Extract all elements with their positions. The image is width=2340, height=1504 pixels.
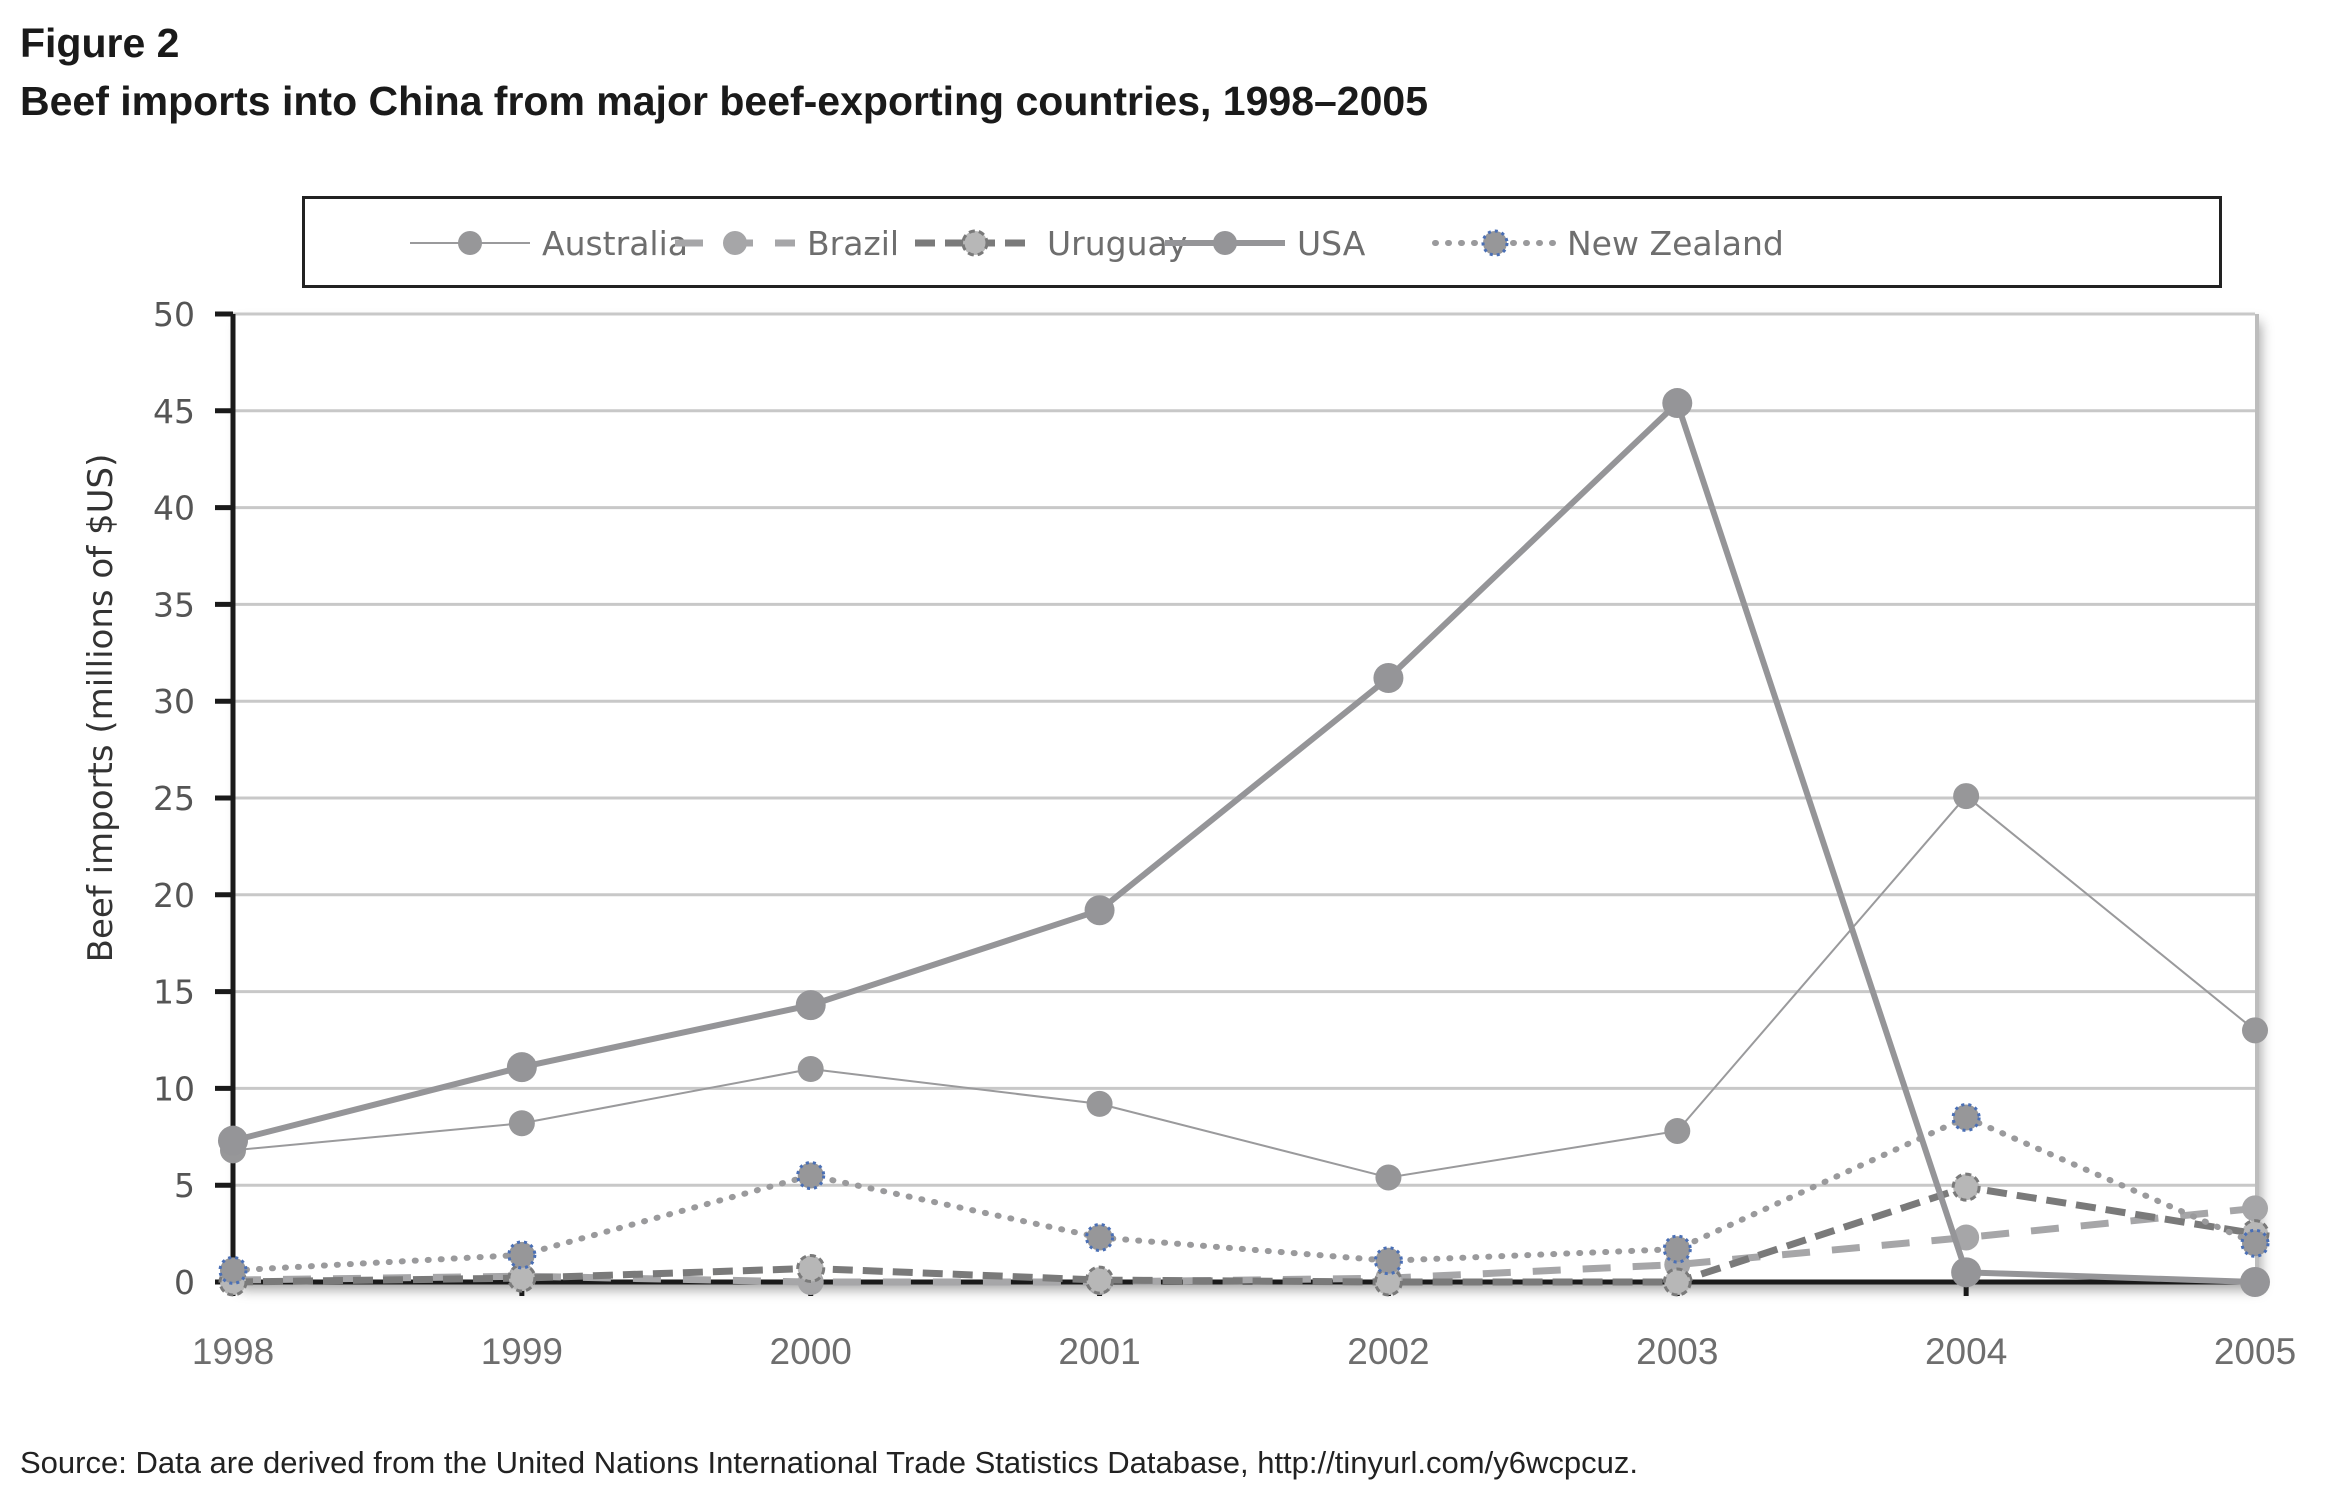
series-usa <box>218 388 2270 1297</box>
x-tick-label: 2005 <box>2214 1331 2296 1372</box>
data-point <box>797 1056 824 1083</box>
series-line <box>232 400 2256 1285</box>
legend-label: Brazil <box>807 224 899 263</box>
series-line <box>232 1183 2256 1286</box>
legend-label: USA <box>1297 224 1366 263</box>
data-point <box>795 990 826 1021</box>
legend-item-brazil: Brazil <box>675 224 899 263</box>
legend-marker <box>961 229 989 257</box>
x-tick-label: 2000 <box>770 1331 852 1372</box>
data-point <box>1953 783 1980 810</box>
data-point <box>2242 1195 2268 1222</box>
x-tick-label: 2003 <box>1636 1331 1718 1372</box>
legend-item-uruguay: Uruguay <box>915 224 1187 263</box>
y-tick-label: 10 <box>153 1069 195 1108</box>
figure-label: Figure 2 <box>20 20 180 66</box>
data-point <box>2240 1267 2270 1297</box>
x-tick-label: 1999 <box>481 1331 563 1372</box>
data-point <box>1086 1090 1113 1117</box>
y-axis-label: Beef imports (millions of $US) <box>81 454 121 963</box>
gridlines <box>233 312 2255 1187</box>
y-tick-label: 0 <box>174 1263 195 1302</box>
legend-item-new-zealand: New Zealand <box>1432 224 1784 263</box>
data-point <box>796 1161 826 1191</box>
x-tick-label: 1998 <box>192 1331 274 1372</box>
series-line <box>230 1114 2258 1274</box>
legend-label: Uruguay <box>1047 224 1187 263</box>
figure-title: Beef imports into China from major beef-… <box>20 78 1429 124</box>
data-point <box>506 1052 537 1083</box>
legend-marker <box>1481 229 1509 257</box>
y-tick-label: 25 <box>153 779 195 818</box>
data-point <box>2242 1017 2268 1044</box>
legend-item-australia: Australia <box>410 224 688 263</box>
data-point <box>1662 1234 1692 1264</box>
y-tick-label: 35 <box>153 585 195 624</box>
y-tick-label: 30 <box>153 682 195 721</box>
data-point <box>1375 1164 1402 1191</box>
y-tick-label: 15 <box>153 973 195 1012</box>
series-new-zealand <box>218 1102 2270 1285</box>
y-tick-labels: 0 5 10 15 20 25 30 35 40 45 50 <box>153 295 195 1302</box>
series-line <box>232 1204 2256 1286</box>
data-point <box>1085 1265 1115 1295</box>
data-point <box>796 1253 826 1283</box>
legend-marker <box>723 231 747 255</box>
legend-label: New Zealand <box>1567 224 1784 263</box>
legend-item-usa: USA <box>1165 224 1366 263</box>
data-point <box>1084 895 1115 926</box>
y-tick-label: 5 <box>174 1166 195 1205</box>
x-tick-label: 2004 <box>1925 1331 2007 1372</box>
data-point <box>1662 388 1693 419</box>
data-point <box>1662 1267 1692 1297</box>
source-note: Source: Data are derived from the United… <box>20 1445 1638 1480</box>
legend-marker <box>458 231 482 255</box>
data-point <box>218 1125 248 1156</box>
line-chart: 0 5 10 15 20 25 30 35 40 45 50 1998 1999 2000 2001 200… <box>81 295 2296 1372</box>
x-tick-label: 2001 <box>1058 1331 1140 1372</box>
series-line <box>232 795 2256 1179</box>
data-point <box>1085 1222 1115 1252</box>
data-point <box>508 1110 535 1137</box>
data-point <box>1951 1102 1981 1132</box>
data-point <box>507 1263 537 1293</box>
legend-marker <box>1213 231 1237 255</box>
data-point <box>1373 662 1404 693</box>
legend: Australia Brazil Uruguay USA New Zealand <box>302 196 2222 288</box>
x-tick-label: 2002 <box>1347 1331 1429 1372</box>
data-point <box>1373 1246 1403 1276</box>
data-point <box>1951 1172 1981 1202</box>
y-tick-label: 40 <box>153 489 195 528</box>
data-point <box>507 1240 537 1270</box>
data-point <box>1664 1117 1691 1144</box>
data-point <box>1951 1257 1982 1288</box>
y-tick-label: 20 <box>153 876 195 915</box>
data-point <box>218 1255 248 1285</box>
series-australia <box>220 783 2268 1191</box>
x-tick-labels: 1998 1999 2000 2001 2002 2003 2004 2005 <box>192 1331 2296 1372</box>
data-point <box>2240 1228 2270 1258</box>
legend-label: Australia <box>542 224 688 263</box>
y-tick-label: 50 <box>153 295 195 334</box>
series-group <box>218 388 2270 1297</box>
y-tick-label: 45 <box>153 392 195 431</box>
